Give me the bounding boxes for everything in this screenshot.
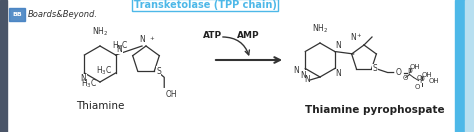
Text: S: S [373,64,377,73]
Text: P: P [407,68,412,77]
Text: N: N [336,70,341,79]
Text: Boards&Beyond.: Boards&Beyond. [28,10,98,19]
Text: Thiamine: Thiamine [76,101,124,111]
Text: BB: BB [12,12,22,17]
Bar [465,0,474,132]
Text: N: N [293,66,299,75]
Bar [455,0,465,132]
Bar [9,8,25,21]
Text: +: + [149,36,154,41]
Text: N: N [304,76,310,84]
Text: H$_3$C: H$_3$C [81,78,97,90]
Text: O: O [417,75,422,81]
Text: OH: OH [165,90,177,99]
Text: S: S [156,67,161,76]
Text: O: O [396,68,401,77]
Text: NH$_2$: NH$_2$ [312,22,328,35]
Text: OH: OH [428,77,439,84]
Text: OH: OH [410,63,420,70]
Text: NH$_2$: NH$_2$ [92,25,108,38]
Text: O: O [415,84,420,89]
Text: N: N [301,70,306,79]
Text: N: N [117,45,122,54]
Text: N: N [139,35,145,44]
Text: O: O [402,75,408,81]
Text: Transketolase (TPP chain): Transketolase (TPP chain) [134,0,276,10]
Text: N: N [81,74,86,83]
Text: AMP: AMP [237,30,259,39]
Text: N: N [336,41,341,51]
Text: H$_3$C: H$_3$C [112,40,128,52]
Bar [0,0,7,132]
Text: N$^+$: N$^+$ [350,31,363,43]
Text: ATP: ATP [203,30,223,39]
Text: H$_3$C: H$_3$C [96,65,113,77]
Text: Thiamine pyrophospate: Thiamine pyrophospate [305,105,445,115]
Text: P: P [419,76,424,85]
Text: OH: OH [422,72,432,77]
